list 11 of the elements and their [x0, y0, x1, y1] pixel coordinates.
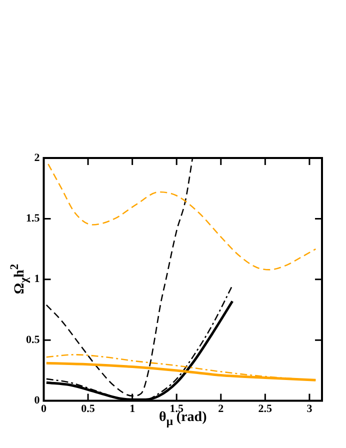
x-tick-label: 2 [218, 403, 224, 416]
y-tick-label: 0 [34, 394, 40, 407]
y-tick-label: 1.5 [26, 212, 40, 225]
x-tick-label: 0.5 [81, 403, 96, 416]
y-tick-label: 0.5 [26, 334, 40, 346]
x-tick-label: 1 [130, 403, 136, 416]
y-tick-label: 2 [34, 152, 40, 164]
line-series [48, 163, 316, 270]
x-tick-label: 3 [306, 403, 313, 416]
x-tick-label: 2.5 [258, 403, 273, 416]
y-tick-label: 1 [34, 273, 40, 286]
